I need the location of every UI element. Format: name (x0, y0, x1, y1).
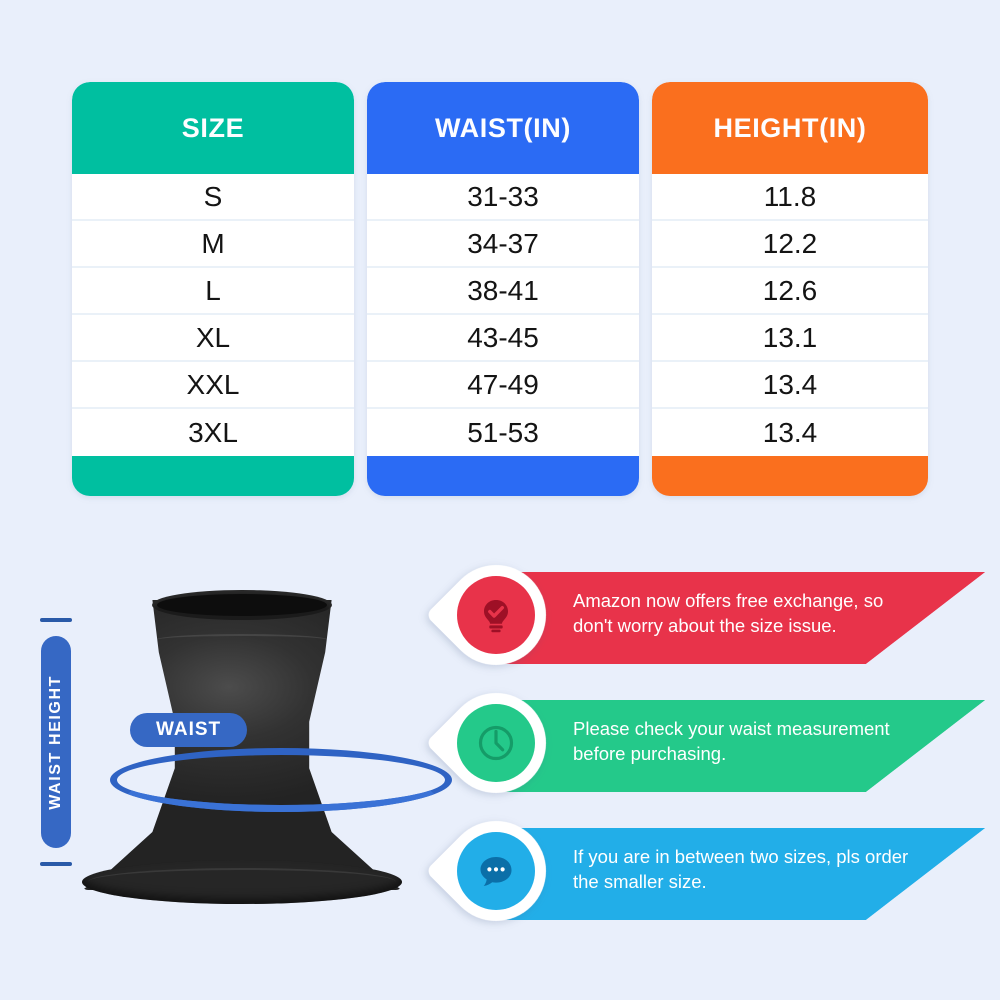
waist-height-gauge: WAIST HEIGHT (34, 618, 78, 866)
tip-banner-between-sizes: If you are in between two sizes, pls ord… (425, 800, 985, 942)
table-cell: 11.8 (652, 174, 928, 221)
table-cell: 47-49 (367, 362, 639, 409)
belt-top-opening (157, 594, 327, 616)
column-cells-height: 11.8 12.2 12.6 13.1 13.4 13.4 (652, 174, 928, 456)
table-column-size: SIZE S M L XL XXL 3XL (72, 82, 354, 502)
table-column-waist: WAIST(IN) 31-33 34-37 38-41 43-45 47-49 … (367, 82, 639, 502)
column-header-height: HEIGHT(IN) (652, 82, 928, 174)
tip-text: Amazon now offers free exchange, so don'… (573, 590, 884, 636)
tip-badge (425, 544, 567, 686)
table-cell: 34-37 (367, 221, 639, 268)
tip-badge (425, 672, 567, 814)
table-cell: 13.4 (652, 362, 928, 409)
waist-measure-ring-front (110, 748, 452, 812)
table-cell: L (72, 268, 354, 315)
tip-banner-exchange: Amazon now offers free exchange, so don'… (425, 544, 985, 686)
chat-bubble-icon (457, 832, 535, 910)
column-footer-height (652, 456, 928, 496)
table-cell: 3XL (72, 409, 354, 456)
column-cells-size: S M L XL XXL 3XL (72, 174, 354, 456)
waist-height-label: WAIST HEIGHT (47, 674, 64, 810)
tip-banner-measure: Please check your waist measurement befo… (425, 672, 985, 814)
belt-bottom-edge (88, 868, 396, 896)
tip-text: If you are in between two sizes, pls ord… (573, 846, 909, 892)
tip-badge (425, 800, 567, 942)
lightbulb-check-icon (457, 576, 535, 654)
table-cell: 38-41 (367, 268, 639, 315)
waist-trainer-belt-image (82, 590, 452, 904)
belt-seam (155, 634, 329, 646)
table-cell: 51-53 (367, 409, 639, 456)
table-cell: 31-33 (367, 174, 639, 221)
table-cell: XL (72, 315, 354, 362)
table-cell: 13.4 (652, 409, 928, 456)
gauge-bar: WAIST HEIGHT (41, 636, 71, 848)
column-footer-size (72, 456, 354, 496)
table-cell: 12.6 (652, 268, 928, 315)
clock-icon (457, 704, 535, 782)
column-header-waist: WAIST(IN) (367, 82, 639, 174)
tips-list: Amazon now offers free exchange, so don'… (425, 544, 985, 944)
table-cell: XXL (72, 362, 354, 409)
column-header-size: SIZE (72, 82, 354, 174)
table-cell: 43-45 (367, 315, 639, 362)
gauge-tick-bottom (40, 862, 72, 866)
column-footer-waist (367, 456, 639, 496)
table-column-height: HEIGHT(IN) 11.8 12.2 12.6 13.1 13.4 13.4 (652, 82, 928, 502)
waist-label-pill: WAIST (130, 713, 248, 747)
product-illustration (20, 565, 452, 975)
tip-text: Please check your waist measurement befo… (573, 718, 890, 764)
size-chart-table: SIZE S M L XL XXL 3XL WAIST(IN) 31-33 34… (72, 82, 928, 502)
table-cell: S (72, 174, 354, 221)
gauge-tick-top (40, 618, 72, 622)
table-cell: 13.1 (652, 315, 928, 362)
column-cells-waist: 31-33 34-37 38-41 43-45 47-49 51-53 (367, 174, 639, 456)
table-cell: M (72, 221, 354, 268)
table-cell: 12.2 (652, 221, 928, 268)
